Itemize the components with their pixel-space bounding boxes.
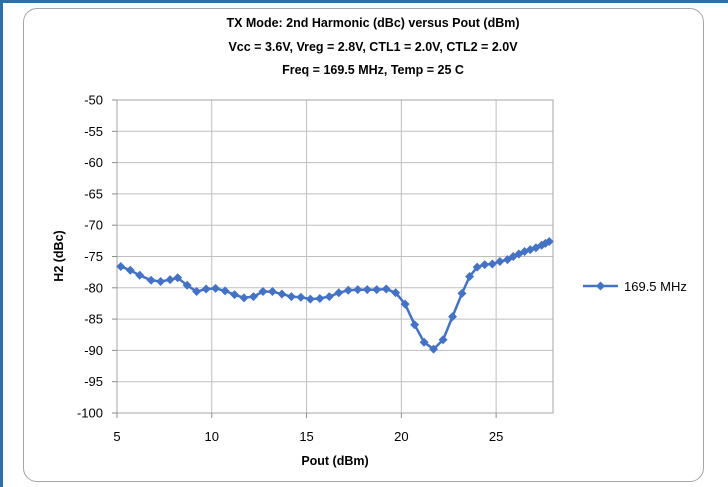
data-point <box>438 335 448 345</box>
data-point <box>362 285 372 295</box>
y-tick-label: -65 <box>84 186 103 201</box>
data-point <box>116 262 126 272</box>
data-point <box>277 289 287 299</box>
y-tick-label: -100 <box>77 406 103 421</box>
data-point <box>296 292 306 302</box>
data-point <box>182 280 192 290</box>
data-point <box>465 272 475 282</box>
legend: 169.5 MHz <box>583 279 687 294</box>
data-point <box>480 260 490 270</box>
data-point <box>457 288 467 298</box>
chart-title-line-2: Vcc = 3.6V, Vreg = 2.8V, CTL1 = 2.0V, CT… <box>228 40 518 54</box>
data-point <box>334 288 344 298</box>
data-point <box>419 337 429 347</box>
data-point <box>429 344 439 354</box>
y-axis-label: H2 (dBc) <box>52 230 66 281</box>
data-point <box>220 286 230 296</box>
y-tick-label: -85 <box>84 312 103 327</box>
y-tick-label: -50 <box>84 93 103 108</box>
data-point <box>173 273 183 283</box>
data-point <box>192 287 202 297</box>
data-point <box>125 265 135 275</box>
data-point <box>156 277 166 287</box>
data-point <box>495 257 505 267</box>
data-point <box>239 293 249 303</box>
data-point <box>381 284 391 294</box>
data-point <box>315 293 325 303</box>
series-169-5-mhz <box>116 236 554 354</box>
data-point <box>544 236 554 246</box>
data-point <box>343 285 353 295</box>
data-point <box>472 262 482 272</box>
data-point <box>305 294 315 304</box>
y-tick-label: -70 <box>84 218 103 233</box>
data-point <box>165 275 175 285</box>
data-point <box>372 285 382 295</box>
x-tick-label: 25 <box>489 429 503 444</box>
data-point <box>286 292 296 302</box>
y-tick-label: -95 <box>84 374 103 389</box>
x-tick-label: 10 <box>205 429 219 444</box>
x-tick-label: 5 <box>113 429 120 444</box>
y-tick-label: -60 <box>84 155 103 170</box>
data-point <box>248 292 258 302</box>
y-tick-label: -75 <box>84 249 103 264</box>
grid <box>116 99 553 414</box>
chart-title-line-1: TX Mode: 2nd Harmonic (dBc) versus Pout … <box>226 16 519 30</box>
data-point <box>391 288 401 298</box>
data-point <box>135 270 145 280</box>
data-point <box>211 283 221 293</box>
data-point <box>400 299 410 309</box>
data-point <box>410 320 420 330</box>
x-axis-ticks: 5 10 15 20 25 <box>113 413 503 444</box>
y-tick-label: -80 <box>84 280 103 295</box>
legend-label: 169.5 MHz <box>624 279 687 294</box>
data-point <box>324 292 334 302</box>
data-point <box>201 284 211 294</box>
data-point <box>230 290 240 300</box>
series-line <box>120 240 550 351</box>
y-tick-label: -90 <box>84 343 103 358</box>
y-tick-label: -55 <box>84 124 103 139</box>
data-point <box>448 312 458 322</box>
data-point <box>146 275 156 285</box>
y-axis-ticks: -50 -55 -60 -65 -70 -75 -80 -85 -90 -95 -100 <box>77 93 117 421</box>
x-tick-label: 20 <box>394 429 408 444</box>
data-point <box>258 287 268 297</box>
x-tick-label: 15 <box>299 429 313 444</box>
data-point <box>487 259 497 269</box>
data-point <box>267 287 277 297</box>
legend-marker <box>596 281 605 291</box>
x-axis-label: Pout (dBm) <box>301 454 368 468</box>
data-point <box>353 285 363 295</box>
chart-card <box>23 8 704 482</box>
chart-title-line-3: Freq = 169.5 MHz, Temp = 25 C <box>282 63 464 77</box>
